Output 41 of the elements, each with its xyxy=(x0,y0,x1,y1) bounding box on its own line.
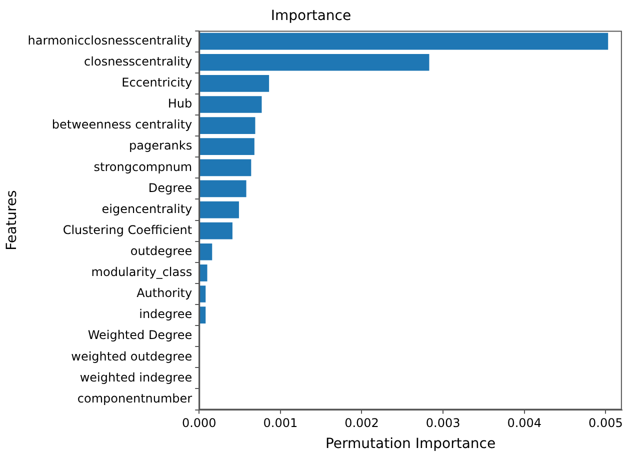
y-tick-label: weighted outdegree xyxy=(71,349,192,364)
y-tick-label: indegree xyxy=(139,307,192,322)
bar xyxy=(200,180,246,198)
bar xyxy=(200,75,270,92)
x-tick-label: 0.003 xyxy=(426,416,460,430)
x-tick-label: 0.000 xyxy=(182,416,216,430)
y-tick-label: outdegree xyxy=(130,244,192,258)
x-tick-label: 0.005 xyxy=(588,416,623,430)
y-tick-label: pageranks xyxy=(129,138,192,153)
bar xyxy=(200,243,212,260)
bar xyxy=(200,117,256,134)
y-tick-label: closnesscentrality xyxy=(84,54,192,69)
bar xyxy=(200,159,252,176)
y-tick-label: modularity_class xyxy=(91,265,192,280)
bar xyxy=(200,222,232,240)
y-tick-label: eigencentrality xyxy=(102,202,192,216)
y-tick-label: Eccentricity xyxy=(122,76,192,90)
bar xyxy=(200,138,254,156)
bar xyxy=(200,96,262,113)
y-tick-label: betweenness centrality xyxy=(52,118,192,132)
x-tick-label: 0.001 xyxy=(263,416,298,430)
chart-title: Importance xyxy=(270,8,352,24)
bar xyxy=(200,54,430,71)
y-tick-label: Authority xyxy=(136,286,192,300)
bar xyxy=(200,306,206,324)
bar xyxy=(200,264,208,282)
x-axis-title: Permutation Importance xyxy=(325,436,496,452)
y-tick-label: Clustering Coefficient xyxy=(62,222,192,237)
bar xyxy=(200,32,608,50)
y-axis-title: Features xyxy=(4,190,20,250)
x-tick-label: 0.002 xyxy=(344,416,379,430)
y-tick-label: Weighted Degree xyxy=(88,328,192,342)
x-tick-label: 0.004 xyxy=(507,416,542,430)
bar xyxy=(200,286,206,302)
y-tick-label: componentnumber xyxy=(77,391,192,406)
y-tick-label: weighted indegree xyxy=(80,370,192,384)
y-tick-label: Degree xyxy=(148,180,192,195)
y-tick-label: Hub xyxy=(168,96,192,111)
y-tick-label: harmonicclosnesscentrality xyxy=(28,33,192,48)
bar xyxy=(200,201,239,218)
y-tick-label: strongcompnum xyxy=(94,160,192,174)
